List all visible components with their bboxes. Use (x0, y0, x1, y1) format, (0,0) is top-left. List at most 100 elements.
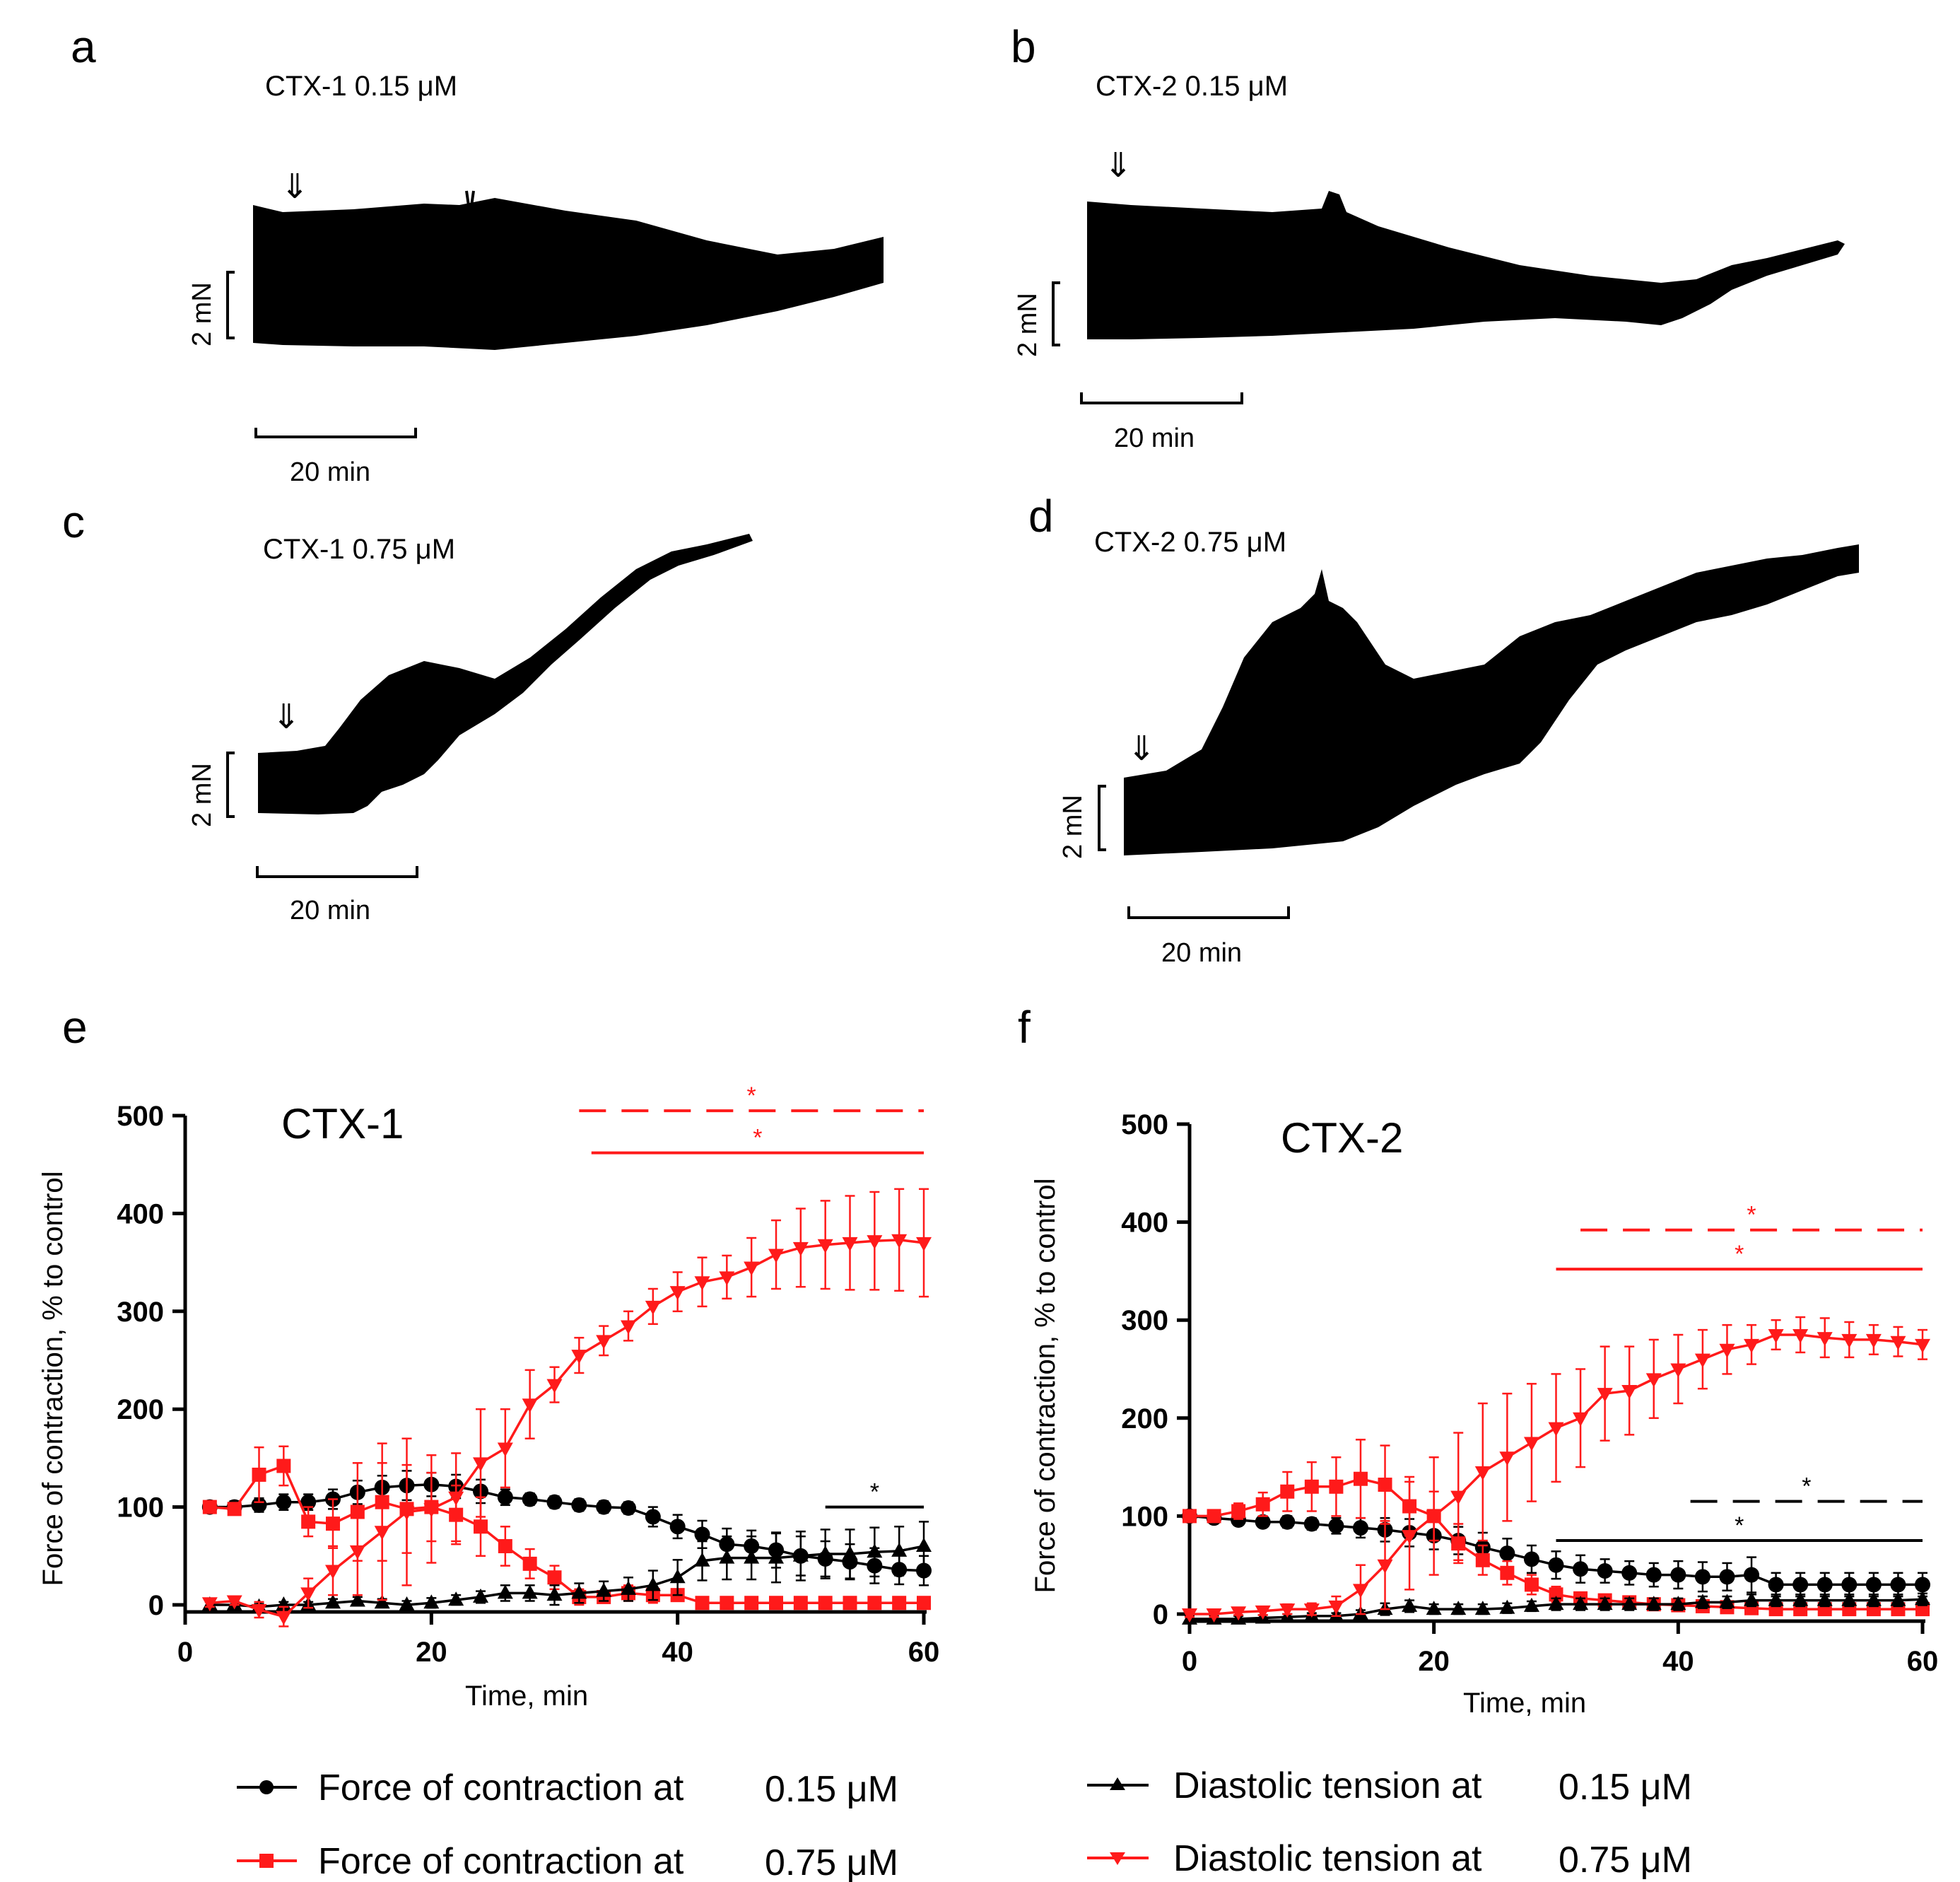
circle-marker (1279, 1514, 1296, 1530)
square-marker (1524, 1577, 1539, 1592)
square-marker (1255, 1497, 1270, 1512)
triangle-up-marker (596, 1582, 612, 1597)
triangle-down-marker (1597, 1388, 1613, 1403)
circle-marker (669, 1519, 686, 1535)
triangle-up-marker (497, 1584, 513, 1599)
y-tick-label: 0 (148, 1590, 164, 1621)
y-tick-label: 500 (1121, 1109, 1168, 1140)
triangle-down-marker (744, 1261, 760, 1276)
triangle-up-marker-icon (1110, 1777, 1125, 1790)
chart-f-x-axis-label: Time, min (1463, 1688, 1586, 1719)
square-marker (1378, 1478, 1392, 1492)
panel-c-label: c (62, 496, 85, 547)
triangle-up-marker (792, 1547, 809, 1562)
triangle-down-marker (226, 1595, 242, 1610)
square-marker (276, 1459, 291, 1473)
series-3 (201, 1188, 932, 1627)
triangle-down-marker (1768, 1328, 1784, 1343)
triangle-up-marker (645, 1577, 661, 1591)
triangle-down-marker-icon (1110, 1852, 1125, 1865)
x-tick-label: 20 (416, 1637, 447, 1668)
legend-conc-fc-015: 0.15 μM (765, 1769, 898, 1810)
triangle-down-marker (1352, 1584, 1368, 1598)
triangle-up-marker (842, 1545, 858, 1560)
circle-marker (1303, 1516, 1320, 1532)
significance-star: * (1747, 1202, 1756, 1229)
triangle-up-marker (374, 1594, 390, 1609)
triangle-down-marker (1499, 1451, 1515, 1466)
panel-a-label: a (71, 21, 96, 72)
triangle-up-marker (719, 1549, 735, 1564)
square-marker (843, 1596, 857, 1611)
panel-b: b CTX-2 0.15 μM ⇓ 2 mN 20 min (1011, 21, 1845, 453)
square-marker (1280, 1484, 1295, 1499)
panel-b-force-scale-label: 2 mN (1013, 293, 1043, 357)
chart-e-x-axis-label: Time, min (465, 1681, 588, 1712)
square-marker (769, 1596, 783, 1611)
series-0 (1182, 1508, 1930, 1598)
circle-marker (276, 1494, 292, 1510)
square-marker (720, 1596, 734, 1611)
panel-e: e CTX-1 Time, min Force of contraction, … (37, 1002, 939, 1712)
triangle-down-marker (1817, 1332, 1833, 1347)
triangle-down-marker (1474, 1466, 1491, 1481)
square-marker (744, 1596, 759, 1611)
panel-c-title: CTX-1 0.75 μM (263, 534, 455, 565)
triangle-up-marker (1523, 1597, 1539, 1612)
triangle-up-marker (891, 1542, 908, 1557)
circle-marker (300, 1494, 317, 1510)
circle-marker (1890, 1577, 1906, 1593)
circle-marker (1523, 1551, 1539, 1567)
triangle-down-marker (1450, 1490, 1467, 1505)
triangle-up-marker (571, 1584, 587, 1599)
circle-marker (1645, 1567, 1662, 1583)
triangle-down-marker (1915, 1338, 1930, 1353)
triangle-down-marker (1523, 1437, 1539, 1451)
square-marker (547, 1570, 562, 1585)
square-marker (1207, 1509, 1221, 1524)
triangle-down-marker (571, 1350, 587, 1364)
triangle-up-marker (325, 1594, 341, 1609)
panel-a-title: CTX-1 0.15 μM (265, 71, 457, 102)
triangle-down-marker (399, 1506, 415, 1521)
square-marker (498, 1538, 512, 1553)
square-marker (474, 1519, 488, 1534)
circle-marker (621, 1500, 636, 1516)
y-tick-label: 100 (117, 1492, 164, 1524)
panel-a: a CTX-1 0.15 μM ⇓ 2 mN 20 min (71, 21, 884, 487)
circle-marker (1841, 1577, 1858, 1593)
drug-application-arrow-icon: ⇓ (281, 168, 309, 206)
y-tick-label: 300 (1121, 1305, 1168, 1336)
triangle-down-marker (916, 1237, 932, 1251)
triangle-up-marker (1817, 1591, 1833, 1606)
significance-star: * (1802, 1473, 1811, 1500)
circle-marker (571, 1497, 587, 1513)
triangle-up-marker (522, 1584, 538, 1599)
panel-a-force-trace (253, 198, 884, 350)
x-tick-label: 40 (662, 1637, 693, 1668)
significance-star: * (870, 1479, 879, 1506)
triangle-down-marker (792, 1241, 809, 1256)
triangle-up-marker (1548, 1596, 1564, 1611)
triangle-down-marker (1402, 1530, 1418, 1545)
triangle-up-marker (621, 1580, 636, 1595)
triangle-down-marker (1255, 1605, 1271, 1620)
triangle-up-marker (399, 1596, 415, 1611)
legend-label-fc-075: Force of contraction at (318, 1841, 684, 1882)
circle-marker (1915, 1577, 1930, 1593)
triangle-down-marker (1744, 1338, 1760, 1353)
panel-d-force-scale-bar (1098, 785, 1106, 851)
circle-marker (522, 1491, 538, 1507)
triangle-down-marker (891, 1234, 908, 1249)
triangle-down-marker (719, 1271, 735, 1286)
triangle-up-marker (1792, 1591, 1809, 1606)
triangle-down-marker (201, 1597, 218, 1612)
triangle-down-marker (1548, 1422, 1564, 1437)
chart-f-title: CTX-2 (1281, 1114, 1403, 1162)
panel-b-time-scale-bar (1080, 392, 1243, 404)
square-marker (227, 1502, 242, 1516)
panel-c: c CTX-1 0.75 μM ⇓ 2 mN 20 min (62, 496, 753, 925)
panel-d-force-trace (1124, 544, 1859, 855)
triangle-down-marker (1328, 1600, 1344, 1615)
triangle-up-marker (448, 1591, 464, 1606)
